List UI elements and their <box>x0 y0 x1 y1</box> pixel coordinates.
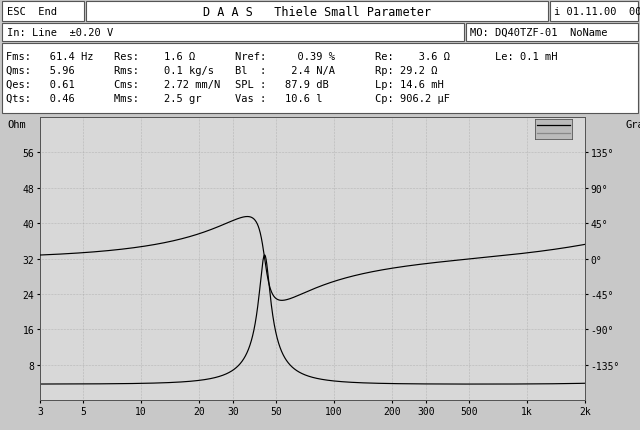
Text: Cp: 906.2 μF: Cp: 906.2 μF <box>375 94 450 104</box>
Bar <box>2 44 638 114</box>
Bar <box>86 2 548 22</box>
Text: Bl  :    2.4 N/A: Bl : 2.4 N/A <box>235 66 335 76</box>
Text: Rp: 29.2 Ω: Rp: 29.2 Ω <box>375 66 438 76</box>
Text: Le: 0.1 mH: Le: 0.1 mH <box>495 52 557 62</box>
Text: Mms:    2.5 gr: Mms: 2.5 gr <box>114 94 202 104</box>
Text: Vas :   10.6 l: Vas : 10.6 l <box>235 94 323 104</box>
Text: Nref:     0.39 %: Nref: 0.39 % <box>235 52 335 62</box>
Text: Ohm: Ohm <box>7 120 26 130</box>
Text: Res:    1.6 Ω: Res: 1.6 Ω <box>114 52 195 62</box>
Text: D A A S   Thiele Small Parameter: D A A S Thiele Small Parameter <box>203 6 431 18</box>
Text: SPL :   87.9 dB: SPL : 87.9 dB <box>235 80 329 90</box>
Text: Qms:   5.96: Qms: 5.96 <box>6 66 75 76</box>
Text: Rms:    0.1 kg/s: Rms: 0.1 kg/s <box>114 66 214 76</box>
Text: Cms:    2.72 mm/N: Cms: 2.72 mm/N <box>114 80 220 90</box>
Text: Re:    3.6 Ω: Re: 3.6 Ω <box>375 52 450 62</box>
Bar <box>2 2 84 22</box>
Text: Qes:   0.61: Qes: 0.61 <box>6 80 75 90</box>
Text: Qts:   0.46: Qts: 0.46 <box>6 94 75 104</box>
Bar <box>2 24 464 42</box>
Text: ESC  End: ESC End <box>7 7 57 17</box>
Text: Lp: 14.6 mH: Lp: 14.6 mH <box>375 80 444 90</box>
Text: In: Line  ±0.20 V: In: Line ±0.20 V <box>7 28 113 38</box>
Text: Grad: Grad <box>626 120 640 130</box>
Bar <box>550 2 638 22</box>
Bar <box>466 24 638 42</box>
Text: MO: DQ40TZF-01  NoName: MO: DQ40TZF-01 NoName <box>470 28 607 38</box>
Text: i 01.11.00  00:37: i 01.11.00 00:37 <box>554 7 640 17</box>
Text: Fms:   61.4 Hz: Fms: 61.4 Hz <box>6 52 93 62</box>
